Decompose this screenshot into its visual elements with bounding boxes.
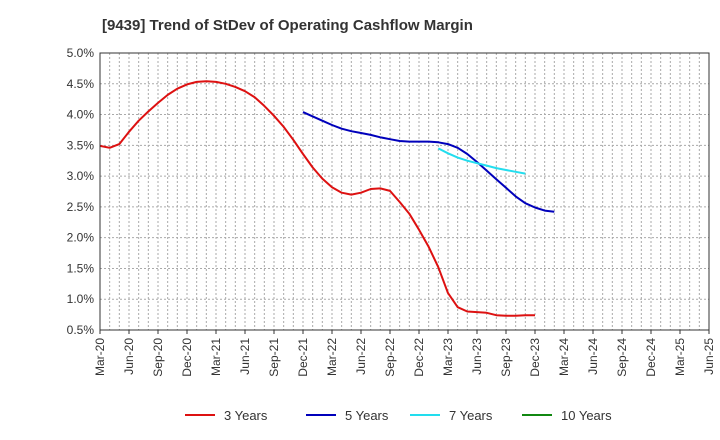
x-tick-label: Jun-21 bbox=[238, 338, 252, 375]
x-tick-label: Jun-20 bbox=[122, 338, 136, 375]
chart-title: [9439] Trend of StDev of Operating Cashf… bbox=[102, 17, 473, 34]
y-tick-label: 3.0% bbox=[67, 169, 95, 183]
x-tick-label: Mar-22 bbox=[325, 338, 339, 376]
series-line-7-years bbox=[437, 147, 526, 175]
x-tick-label: Mar-25 bbox=[673, 338, 687, 376]
x-tick-label: Dec-24 bbox=[644, 338, 658, 377]
x-tick-label: Mar-24 bbox=[557, 338, 571, 376]
y-tick-label: 2.5% bbox=[67, 200, 95, 214]
x-axis: Mar-20 Jun-20 Sep-20 Dec-20 Mar-21 Jun-21 Sep-… bbox=[93, 330, 716, 377]
x-tick-label: Jun-24 bbox=[586, 338, 600, 375]
x-tick-label: Jun-23 bbox=[470, 338, 484, 375]
legend-label-10-years: 10 Years bbox=[561, 408, 612, 423]
x-tick-label: Sep-20 bbox=[151, 338, 165, 377]
x-tick-label: Sep-22 bbox=[383, 338, 397, 377]
x-tick-label: Sep-23 bbox=[499, 338, 513, 377]
y-tick-label: 1.5% bbox=[67, 261, 95, 275]
legend-label-5-years: 5 Years bbox=[345, 408, 389, 423]
y-tick-label: 1.0% bbox=[67, 292, 95, 306]
x-tick-label: Dec-22 bbox=[412, 338, 426, 377]
x-tick-label: Mar-21 bbox=[209, 338, 223, 376]
series-layer bbox=[99, 80, 555, 317]
y-tick-label: 4.0% bbox=[67, 108, 95, 122]
series-line-5-years bbox=[302, 111, 555, 213]
x-tick-label: Sep-24 bbox=[615, 338, 629, 377]
x-tick-label: Dec-21 bbox=[296, 338, 310, 377]
plot-frame bbox=[99, 52, 710, 331]
x-tick-label: Sep-21 bbox=[267, 338, 281, 377]
y-tick-label: 3.5% bbox=[67, 138, 95, 152]
y-tick-label: 0.5% bbox=[67, 323, 95, 337]
y-tick-label: 2.0% bbox=[67, 231, 95, 245]
y-tick-label: 4.5% bbox=[67, 77, 95, 91]
y-axis: 0.5% 1.0% 1.5% 2.0% 2.5% 3.0% 3.5% 4.0% 4.5% 5.0% bbox=[67, 46, 95, 337]
x-tick-label: Dec-23 bbox=[528, 338, 542, 377]
legend-label-7-years: 7 Years bbox=[449, 408, 493, 423]
x-tick-label: Mar-23 bbox=[441, 338, 455, 376]
x-tick-label: Jun-25 bbox=[702, 338, 716, 375]
legend: 3 Years 5 Years 7 Years 10 Years bbox=[185, 408, 612, 423]
x-tick-label: Jun-22 bbox=[354, 338, 368, 375]
x-tick-label: Dec-20 bbox=[180, 338, 194, 377]
x-tick-label: Mar-20 bbox=[93, 338, 107, 376]
grid bbox=[99, 52, 710, 331]
legend-label-3-years: 3 Years bbox=[224, 408, 268, 423]
y-tick-label: 5.0% bbox=[67, 46, 95, 60]
series-line-3-years bbox=[99, 80, 535, 317]
